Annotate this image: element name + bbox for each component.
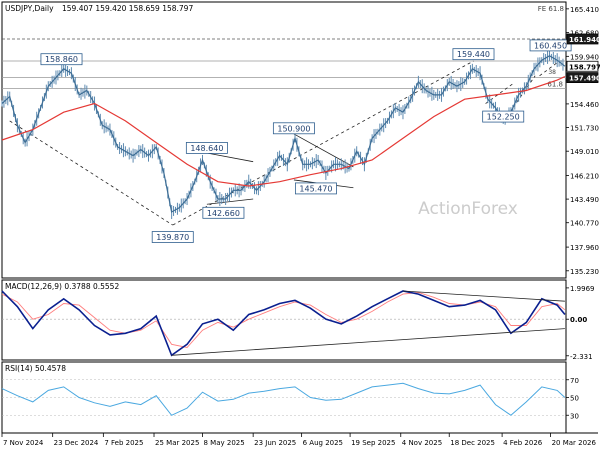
price-axis-label: 143.490: [570, 196, 599, 204]
x-axis-label: 23 Dec 2024: [54, 439, 99, 447]
price-axis-label: 151.730: [570, 125, 599, 133]
price-trendline: [539, 60, 560, 77]
price-tag-label: 157.490: [569, 75, 600, 83]
price-annotation-label: 139.870: [156, 233, 189, 242]
macd-trendline: [171, 328, 565, 356]
x-axis-label: 19 Sep 2025: [351, 439, 395, 447]
price-axis-label: 137.960: [570, 244, 599, 252]
x-axis-label: 7 Nov 2024: [3, 439, 44, 447]
price-annotation-box: [185, 142, 228, 154]
macd-axis-label: 0.00: [570, 316, 587, 324]
rsi-axis-label: 70: [570, 377, 579, 385]
price-line: [1, 55, 566, 213]
price-annotation-box: [202, 206, 245, 219]
price-annotation-label: 150.900: [277, 124, 310, 133]
x-axis-label: 4 Feb 2026: [503, 439, 543, 447]
x-axis-label: 20 Mar 2026: [552, 439, 597, 447]
price-annotation-box: [294, 182, 337, 195]
price-tag: [566, 60, 599, 72]
macd-line: [1, 290, 566, 357]
price-axis-label: 165.410: [570, 6, 599, 14]
price-axis-label: 162.680: [570, 30, 599, 38]
x-axis-label: 7 Feb 2025: [104, 439, 143, 447]
price-annotation-box: [482, 110, 525, 123]
price-axis-label: 146.210: [570, 172, 599, 180]
price-axis-label: 140.770: [570, 220, 599, 228]
price-axis-label: 154.460: [570, 101, 599, 109]
price-annotation-label: 142.660: [207, 209, 240, 218]
x-axis-label: 18 Dec 2025: [450, 439, 495, 447]
level-label: 61.8: [547, 80, 563, 88]
price-trendline: [206, 198, 254, 205]
price-annotation-box: [40, 53, 83, 66]
price-annotation-label: 158.860: [45, 55, 78, 64]
price-annotation-label: 145.470: [299, 184, 332, 193]
price-axis-label: 135.230: [570, 268, 599, 276]
fib-mini-label: 38: [548, 69, 556, 76]
rsi-axis-label: 50: [570, 395, 579, 403]
price-axis-label: 159.940: [570, 53, 599, 61]
macd-axis-label: -2.331: [570, 353, 593, 361]
price-tag-label: 158.797: [569, 63, 600, 71]
macd-axis-label: 1.9969: [570, 285, 595, 293]
price-annotation-box: [272, 122, 315, 135]
price-annotation-label: 152.250: [487, 113, 520, 122]
macd-trendline: [402, 290, 565, 302]
rsi-line: [1, 382, 566, 416]
price-annotation-box: [452, 48, 495, 61]
macd-label: MACD(12,26,9) 0.3788 0.5552: [5, 282, 119, 291]
moving-average-line: [1, 76, 566, 187]
x-axis-label: 4 Nov 2025: [402, 439, 442, 447]
rsi-label: RSI(14) 50.4578: [5, 364, 66, 373]
macd-signal-line: [1, 292, 566, 348]
price-tag: [566, 72, 599, 83]
rsi-axis-label: 30: [570, 412, 579, 420]
price-annotation-box: [529, 39, 572, 52]
x-axis-label: 25 Mar 2025: [155, 439, 199, 447]
x-axis-label: 8 May 2025: [203, 439, 244, 447]
price-trendline: [206, 152, 254, 163]
x-axis-label: 23 Jun 2025: [254, 439, 296, 447]
chart-header-symbol: USDJPY,Daily: [5, 4, 54, 13]
watermark: ActionForex: [418, 199, 518, 219]
price-tag-label: 161.940: [569, 36, 600, 44]
price-annotation-label: 148.640: [190, 144, 223, 153]
price-tag: [566, 33, 599, 45]
price-annotation-box: [151, 231, 194, 243]
chart-header-ohlc: 159.407 159.420 158.659 158.797: [62, 4, 193, 13]
price-annotation-label: 160.450: [534, 41, 567, 50]
price-axis-label: 149.010: [570, 148, 599, 156]
x-axis-label: 6 Aug 2025: [303, 439, 343, 447]
fib-extension-label: FE 61.8: [538, 5, 564, 13]
price-annotation-label: 159.440: [457, 50, 490, 59]
price-trendline: [9, 120, 173, 226]
